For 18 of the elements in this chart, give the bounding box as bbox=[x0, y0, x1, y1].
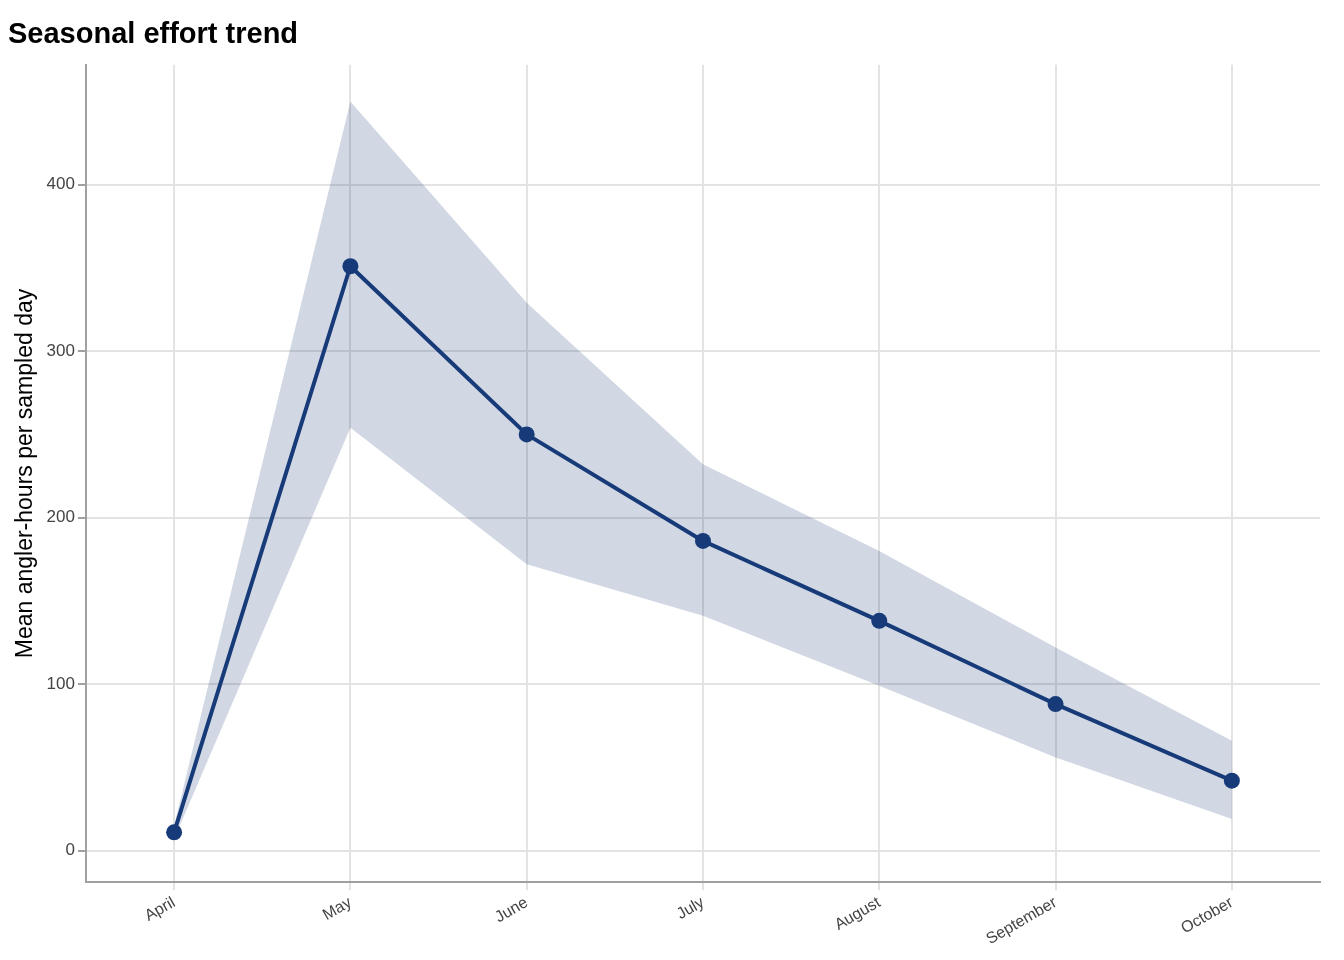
x-tick-label: July bbox=[673, 893, 707, 923]
y-tick-label: 200 bbox=[46, 507, 75, 527]
point bbox=[1223, 772, 1240, 789]
y-axis-title: Mean angler-hours per sampled day bbox=[11, 288, 38, 659]
y-tick-label: 300 bbox=[46, 340, 75, 360]
x-tick-label: June bbox=[491, 893, 531, 926]
point bbox=[518, 426, 535, 443]
y-tick-label: 100 bbox=[46, 673, 75, 693]
y-tick-label: 0 bbox=[65, 840, 75, 860]
chart-title: Seasonal effort trend bbox=[8, 17, 299, 50]
x-tick-label: April bbox=[141, 893, 178, 924]
point bbox=[342, 258, 359, 275]
point bbox=[166, 824, 183, 841]
point bbox=[694, 532, 711, 549]
y-tick-label: 400 bbox=[46, 174, 75, 194]
x-tick-label: May bbox=[319, 893, 355, 924]
point bbox=[871, 612, 888, 629]
point bbox=[1047, 696, 1064, 713]
